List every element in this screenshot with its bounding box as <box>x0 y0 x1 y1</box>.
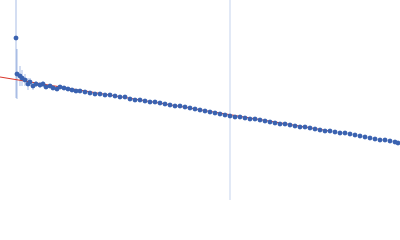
data-point <box>152 99 158 105</box>
data-point <box>107 92 113 98</box>
data-point <box>172 103 178 109</box>
data-point <box>395 140 400 146</box>
data-point <box>342 130 348 136</box>
data-point <box>13 35 19 41</box>
data-point <box>207 109 213 115</box>
data-point <box>27 79 33 85</box>
data-point <box>247 116 253 122</box>
data-point <box>337 130 343 136</box>
data-point <box>202 108 208 114</box>
data-point <box>232 114 238 120</box>
data-point <box>357 133 363 139</box>
data-point <box>332 129 338 135</box>
data-point <box>142 98 148 104</box>
data-point <box>147 99 153 105</box>
data-point <box>262 118 268 124</box>
data-point <box>61 85 67 91</box>
data-point <box>162 101 168 107</box>
data-point <box>297 124 303 130</box>
data-point <box>292 123 298 129</box>
data-point <box>387 138 393 144</box>
data-point <box>222 112 228 118</box>
data-point <box>33 81 39 87</box>
data-point <box>50 85 56 91</box>
data-point <box>157 100 163 106</box>
data-point <box>92 91 98 97</box>
data-point <box>362 134 368 140</box>
data-point <box>137 97 143 103</box>
data-point <box>132 97 138 103</box>
data-point <box>277 121 283 127</box>
data-point <box>267 119 273 125</box>
data-point <box>43 84 49 90</box>
data-point <box>82 89 88 95</box>
data-point <box>69 87 75 93</box>
data-point <box>287 122 293 128</box>
data-point <box>182 104 188 110</box>
data-point <box>177 103 183 109</box>
data-point <box>77 88 83 94</box>
data-point <box>127 96 133 102</box>
data-point <box>167 102 173 108</box>
data-point <box>22 77 28 83</box>
data-point <box>102 92 108 98</box>
data-point <box>65 86 71 92</box>
data-point <box>282 121 288 127</box>
data-point <box>327 128 333 134</box>
data-point <box>197 107 203 113</box>
data-point <box>87 90 93 96</box>
data-point <box>312 126 318 132</box>
data-point <box>257 117 263 123</box>
data-point <box>372 136 378 142</box>
data-point <box>322 128 328 134</box>
data-point <box>122 94 128 100</box>
data-point <box>352 132 358 138</box>
data-point <box>307 125 313 131</box>
data-point <box>117 94 123 100</box>
data-point <box>242 115 248 121</box>
data-point <box>73 88 79 94</box>
data-point <box>252 116 258 122</box>
data-point <box>382 137 388 143</box>
data-point <box>112 93 118 99</box>
data-point <box>302 124 308 130</box>
data-point <box>187 105 193 111</box>
data-point <box>237 114 243 120</box>
data-point <box>97 91 103 97</box>
data-point <box>367 135 373 141</box>
data-point <box>347 131 353 137</box>
data-point <box>317 127 323 133</box>
data-point <box>57 84 63 90</box>
data-point <box>212 110 218 116</box>
data-point <box>40 81 46 87</box>
data-point <box>377 137 383 143</box>
data-point <box>217 111 223 117</box>
data-point <box>272 120 278 126</box>
data-point <box>227 113 233 119</box>
chart <box>0 0 400 200</box>
data-point <box>192 106 198 112</box>
